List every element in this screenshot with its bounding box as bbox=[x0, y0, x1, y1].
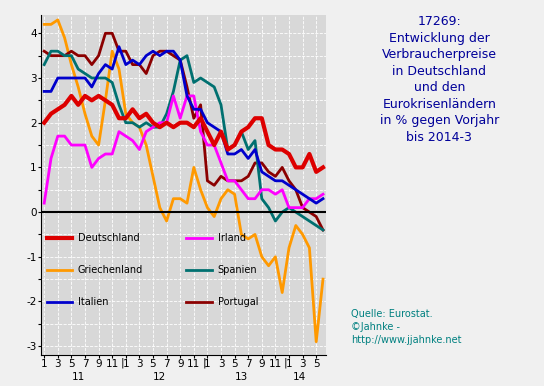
Text: 13: 13 bbox=[235, 372, 248, 382]
Text: Italien: Italien bbox=[78, 298, 108, 308]
Text: Griechenland: Griechenland bbox=[78, 265, 143, 275]
Text: Spanien: Spanien bbox=[218, 265, 257, 275]
Text: |: | bbox=[202, 357, 206, 368]
Text: Quelle: Eurostat.
©Jahnke -
http://www.jjahnke.net: Quelle: Eurostat. ©Jahnke - http://www.j… bbox=[351, 309, 462, 345]
Text: 14: 14 bbox=[293, 372, 306, 382]
Text: Irland: Irland bbox=[218, 233, 246, 243]
Text: |: | bbox=[121, 357, 124, 368]
Text: 11: 11 bbox=[72, 372, 85, 382]
Text: Deutschland: Deutschland bbox=[78, 233, 140, 243]
Text: 12: 12 bbox=[153, 372, 166, 382]
Text: 17269:
Entwicklung der
Verbraucherpreise
in Deutschland
und den
Eurokrisenländer: 17269: Entwicklung der Verbraucherpreise… bbox=[380, 15, 499, 144]
Text: |: | bbox=[284, 357, 287, 368]
Text: Portugal: Portugal bbox=[218, 298, 258, 308]
